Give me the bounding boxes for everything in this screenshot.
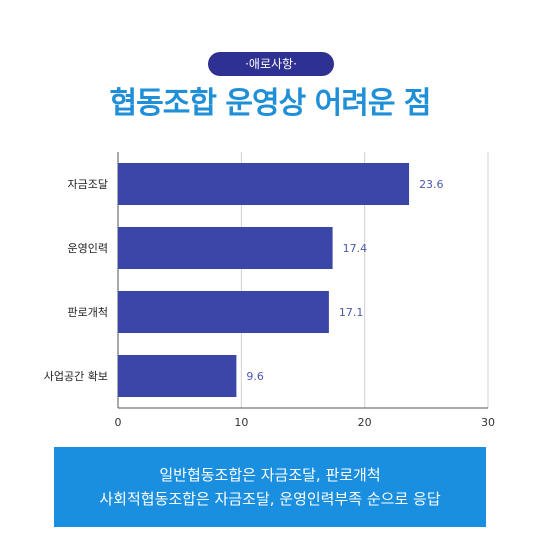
- summary-box: 일반협동조합은 자금조달, 판로개척 사회적협동조합은 자금조달, 운영인력부족…: [54, 447, 486, 527]
- value-label: 9.6: [246, 370, 264, 383]
- bar: [118, 227, 333, 269]
- bar: [118, 163, 410, 205]
- category-label: 운영인력: [68, 242, 108, 255]
- value-label: 17.4: [343, 242, 368, 255]
- bar-chart: 0 10 20 30 자금조달 23.6 운영인력 17.4 판로개척 17.1 사업공간 확보 9.…: [44, 152, 495, 429]
- bar: [118, 291, 329, 333]
- category-badge: ·애로사항·: [208, 52, 334, 76]
- x-tick-label: 30: [481, 416, 495, 429]
- category-label: 사업공간 확보: [44, 370, 108, 383]
- value-label: 17.1: [339, 306, 364, 319]
- value-label: 23.6: [419, 178, 444, 191]
- x-tick-label: 20: [358, 416, 372, 429]
- page-title: 협동조합 운영상 어려운 점: [109, 86, 432, 121]
- x-tick-label: 10: [234, 416, 248, 429]
- category-label: 자금조달: [68, 178, 108, 191]
- x-tick-label: 0: [115, 416, 122, 429]
- summary-line-2: 사회적협동조합은 자금조달, 운영인력부족 순으로 응답: [99, 490, 441, 508]
- summary-line-1: 일반협동조합은 자금조달, 판로개척: [159, 466, 381, 484]
- category-label: 판로개척: [68, 306, 108, 319]
- bar: [118, 355, 237, 397]
